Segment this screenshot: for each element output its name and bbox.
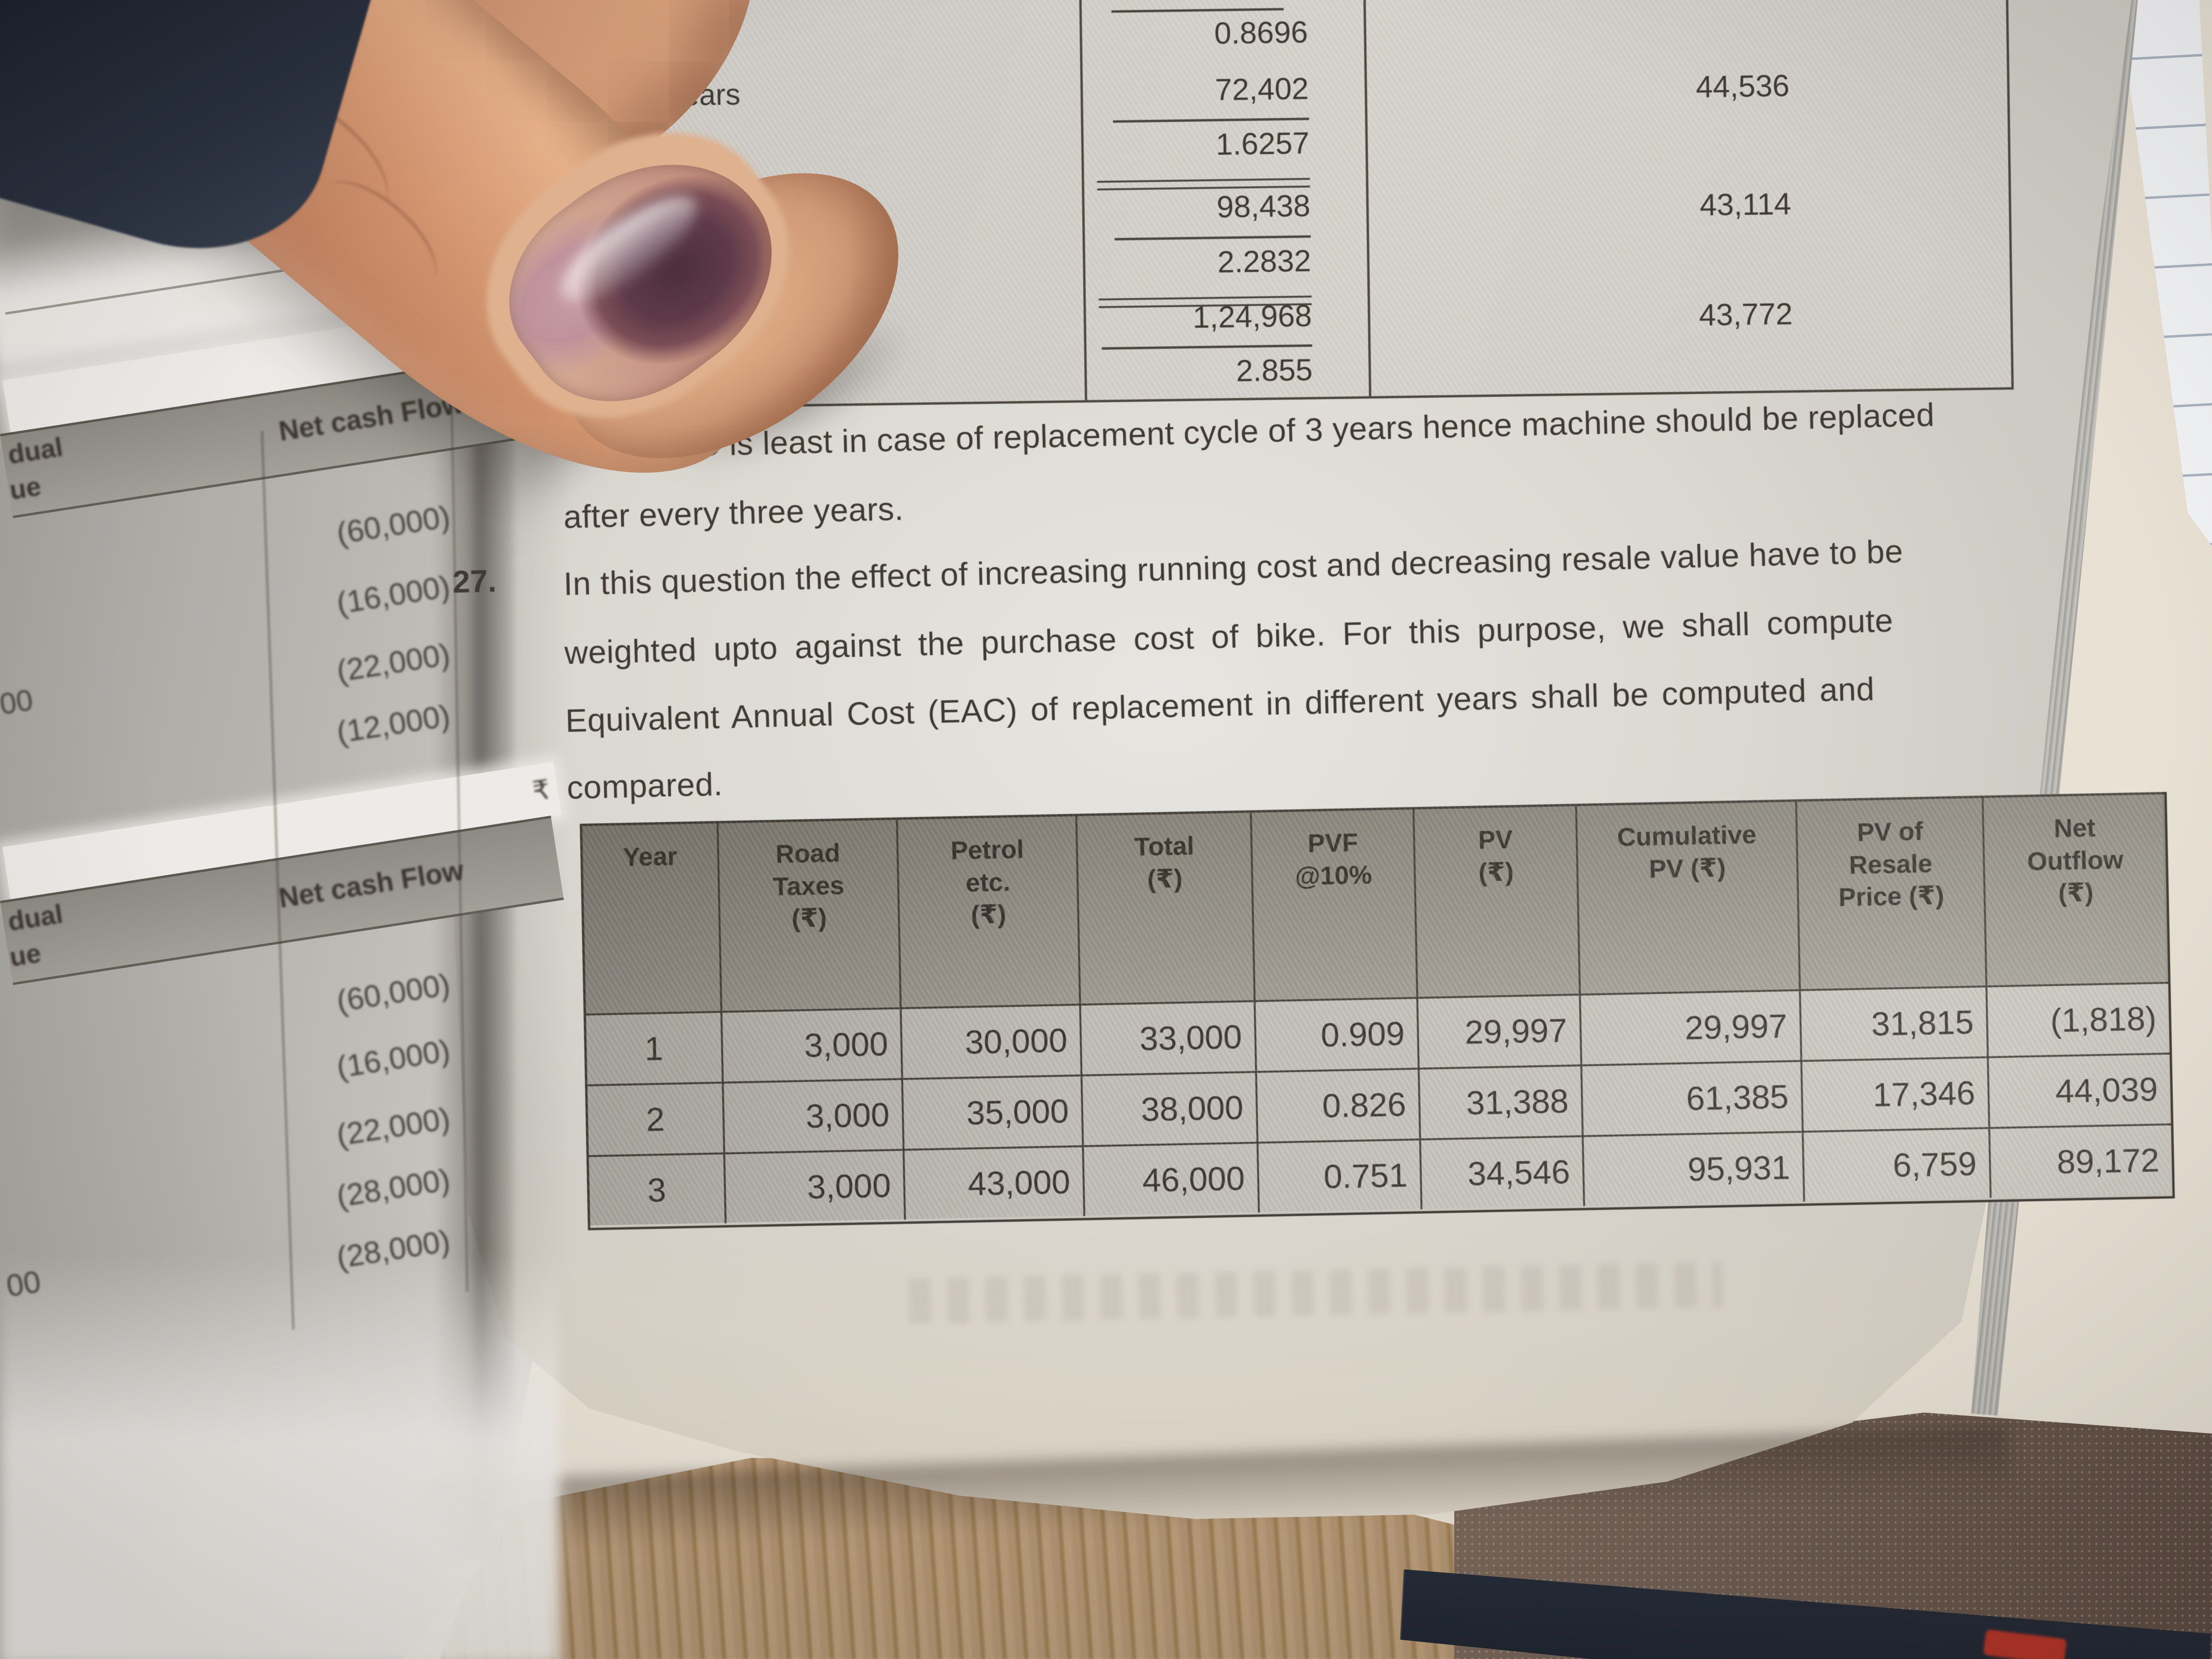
left-edge-number-fragment: 00	[4, 1264, 43, 1304]
header-fragment: ue	[7, 937, 43, 973]
fraction-denominator: 2.855	[1236, 352, 1313, 388]
left-page-bottom-highlight	[0, 1253, 560, 1659]
header-fragment: dual	[6, 898, 65, 937]
eac-value: 43,114	[1699, 186, 1792, 222]
table-divider	[1077, 0, 1087, 400]
rupee-symbol: ₹	[530, 774, 552, 807]
eac-value: 43,772	[1699, 296, 1793, 332]
question-number: 27.	[452, 563, 497, 599]
fraction-denominator: 1.6257	[1216, 125, 1310, 162]
fraction-bar	[1113, 117, 1309, 123]
fraction-numerator: 72,402	[1215, 71, 1309, 107]
fraction-numerator: 1,24,968	[1192, 298, 1312, 335]
table-divider	[1361, 0, 1371, 397]
fraction-bar	[1111, 8, 1284, 13]
fraction-denominator: 2.2832	[1217, 243, 1312, 279]
header-fragment: dual	[6, 431, 65, 470]
fraction-numerator: 98,438	[1216, 188, 1311, 224]
fraction-denominator: 0.8696	[1214, 14, 1308, 51]
left-edge-number-fragment: 00	[0, 683, 35, 721]
eac-value: 44,536	[1695, 68, 1790, 104]
question-text-line4: compared.	[566, 766, 723, 806]
table-lighting-overlay	[580, 792, 2170, 1226]
net-cash-flow-header: Net cash Flow	[276, 854, 466, 914]
fraction-bar	[1102, 344, 1313, 350]
fraction-bar	[1114, 235, 1311, 241]
header-fragment: ue	[7, 470, 43, 506]
